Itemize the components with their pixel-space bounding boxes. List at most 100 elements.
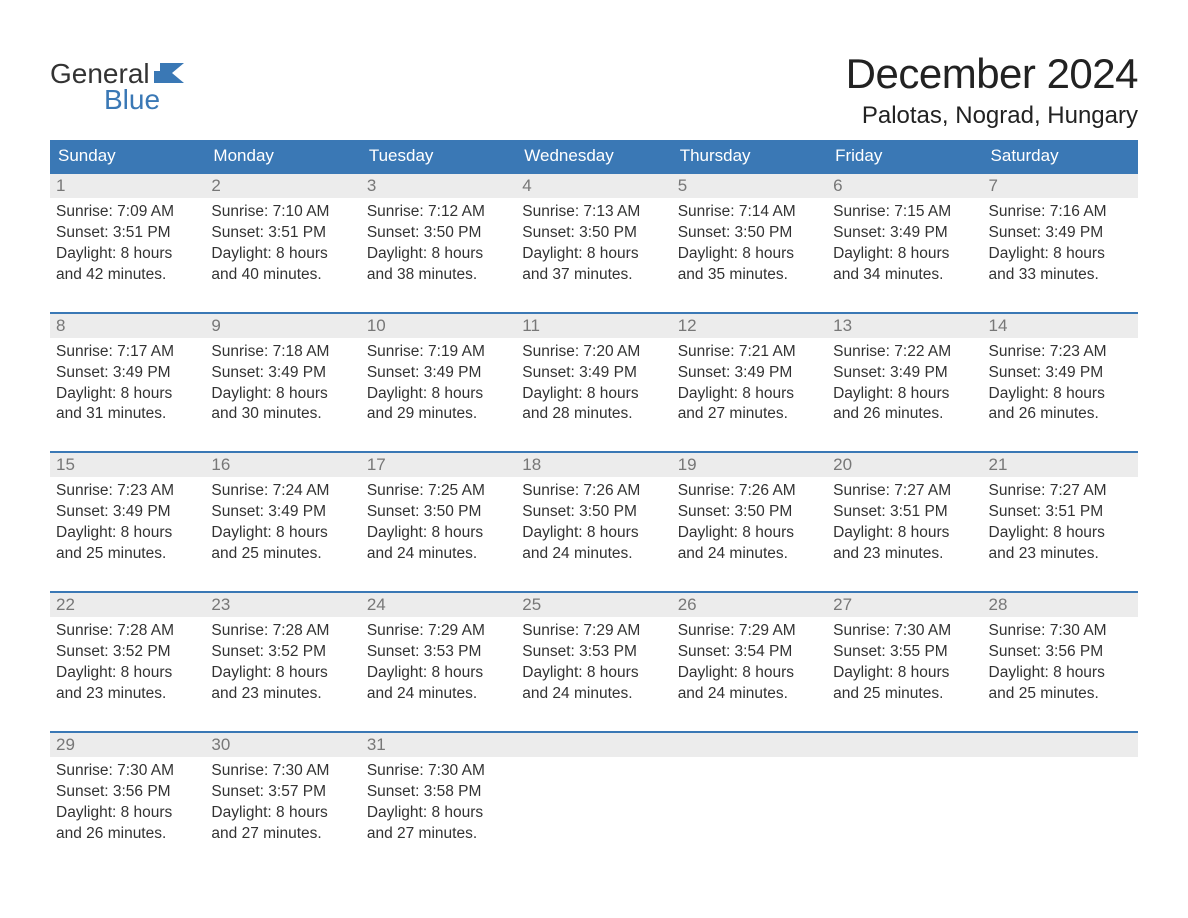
week-row: 15Sunrise: 7:23 AMSunset: 3:49 PMDayligh… bbox=[50, 451, 1138, 573]
daylight-line: and 38 minutes. bbox=[367, 265, 510, 286]
daylight-line: and 25 minutes. bbox=[56, 544, 199, 565]
daylight-line: Daylight: 8 hours bbox=[522, 523, 665, 544]
sunrise-line: Sunrise: 7:27 AM bbox=[989, 481, 1132, 502]
daylight-line: and 33 minutes. bbox=[989, 265, 1132, 286]
daylight-line: Daylight: 8 hours bbox=[56, 244, 199, 265]
day-number: 31 bbox=[361, 733, 516, 757]
sunset-line: Sunset: 3:50 PM bbox=[367, 502, 510, 523]
daylight-line: Daylight: 8 hours bbox=[56, 523, 199, 544]
sunrise-line: Sunrise: 7:14 AM bbox=[678, 202, 821, 223]
sunset-line: Sunset: 3:52 PM bbox=[56, 642, 199, 663]
day-number: 22 bbox=[50, 593, 205, 617]
day-details: Sunrise: 7:30 AMSunset: 3:58 PMDaylight:… bbox=[367, 761, 510, 845]
day-number: 17 bbox=[361, 453, 516, 477]
daylight-line: and 35 minutes. bbox=[678, 265, 821, 286]
daylight-line: Daylight: 8 hours bbox=[367, 663, 510, 684]
month-title: December 2024 bbox=[846, 50, 1138, 98]
sunrise-line: Sunrise: 7:25 AM bbox=[367, 481, 510, 502]
daylight-line: and 23 minutes. bbox=[56, 684, 199, 705]
day-details: Sunrise: 7:09 AMSunset: 3:51 PMDaylight:… bbox=[56, 202, 199, 286]
daylight-line: Daylight: 8 hours bbox=[522, 244, 665, 265]
day-cell: 17Sunrise: 7:25 AMSunset: 3:50 PMDayligh… bbox=[361, 453, 516, 573]
daylight-line: and 24 minutes. bbox=[678, 544, 821, 565]
sunrise-line: Sunrise: 7:23 AM bbox=[56, 481, 199, 502]
day-number: 25 bbox=[516, 593, 671, 617]
daylight-line: Daylight: 8 hours bbox=[678, 384, 821, 405]
sunset-line: Sunset: 3:58 PM bbox=[367, 782, 510, 803]
day-number: 3 bbox=[361, 174, 516, 198]
daylight-line: Daylight: 8 hours bbox=[833, 244, 976, 265]
day-cell: 9Sunrise: 7:18 AMSunset: 3:49 PMDaylight… bbox=[205, 314, 360, 434]
day-number bbox=[672, 733, 827, 757]
day-details: Sunrise: 7:19 AMSunset: 3:49 PMDaylight:… bbox=[367, 342, 510, 426]
sunset-line: Sunset: 3:49 PM bbox=[211, 502, 354, 523]
sunset-line: Sunset: 3:49 PM bbox=[56, 363, 199, 384]
day-number: 14 bbox=[983, 314, 1138, 338]
day-number bbox=[827, 733, 982, 757]
week-row: 22Sunrise: 7:28 AMSunset: 3:52 PMDayligh… bbox=[50, 591, 1138, 713]
sunset-line: Sunset: 3:51 PM bbox=[56, 223, 199, 244]
day-number: 4 bbox=[516, 174, 671, 198]
sunset-line: Sunset: 3:57 PM bbox=[211, 782, 354, 803]
sunrise-line: Sunrise: 7:22 AM bbox=[833, 342, 976, 363]
daylight-line: and 26 minutes. bbox=[56, 824, 199, 845]
sunrise-line: Sunrise: 7:21 AM bbox=[678, 342, 821, 363]
day-number: 5 bbox=[672, 174, 827, 198]
daylight-line: Daylight: 8 hours bbox=[211, 384, 354, 405]
dow-tuesday: Tuesday bbox=[361, 140, 516, 172]
daylight-line: Daylight: 8 hours bbox=[211, 244, 354, 265]
sunrise-line: Sunrise: 7:12 AM bbox=[367, 202, 510, 223]
day-details: Sunrise: 7:29 AMSunset: 3:53 PMDaylight:… bbox=[522, 621, 665, 705]
location: Palotas, Nograd, Hungary bbox=[846, 102, 1138, 130]
day-details: Sunrise: 7:14 AMSunset: 3:50 PMDaylight:… bbox=[678, 202, 821, 286]
daylight-line: and 28 minutes. bbox=[522, 404, 665, 425]
day-cell: 4Sunrise: 7:13 AMSunset: 3:50 PMDaylight… bbox=[516, 174, 671, 294]
daylight-line: Daylight: 8 hours bbox=[989, 663, 1132, 684]
day-number: 23 bbox=[205, 593, 360, 617]
daylight-line: and 27 minutes. bbox=[678, 404, 821, 425]
day-cell: 23Sunrise: 7:28 AMSunset: 3:52 PMDayligh… bbox=[205, 593, 360, 713]
day-number: 8 bbox=[50, 314, 205, 338]
day-number: 10 bbox=[361, 314, 516, 338]
sunset-line: Sunset: 3:53 PM bbox=[367, 642, 510, 663]
day-number: 7 bbox=[983, 174, 1138, 198]
daylight-line: and 37 minutes. bbox=[522, 265, 665, 286]
daylight-line: Daylight: 8 hours bbox=[367, 244, 510, 265]
sunset-line: Sunset: 3:50 PM bbox=[678, 502, 821, 523]
sunrise-line: Sunrise: 7:30 AM bbox=[211, 761, 354, 782]
day-cell bbox=[983, 733, 1138, 853]
daylight-line: Daylight: 8 hours bbox=[522, 384, 665, 405]
sunset-line: Sunset: 3:49 PM bbox=[833, 363, 976, 384]
day-details: Sunrise: 7:23 AMSunset: 3:49 PMDaylight:… bbox=[989, 342, 1132, 426]
sunset-line: Sunset: 3:50 PM bbox=[367, 223, 510, 244]
day-cell: 22Sunrise: 7:28 AMSunset: 3:52 PMDayligh… bbox=[50, 593, 205, 713]
day-cell: 19Sunrise: 7:26 AMSunset: 3:50 PMDayligh… bbox=[672, 453, 827, 573]
day-number bbox=[516, 733, 671, 757]
day-cell: 30Sunrise: 7:30 AMSunset: 3:57 PMDayligh… bbox=[205, 733, 360, 853]
sunset-line: Sunset: 3:51 PM bbox=[833, 502, 976, 523]
day-cell: 24Sunrise: 7:29 AMSunset: 3:53 PMDayligh… bbox=[361, 593, 516, 713]
daylight-line: Daylight: 8 hours bbox=[989, 244, 1132, 265]
daylight-line: Daylight: 8 hours bbox=[833, 663, 976, 684]
day-details: Sunrise: 7:27 AMSunset: 3:51 PMDaylight:… bbox=[989, 481, 1132, 565]
day-number: 26 bbox=[672, 593, 827, 617]
day-cell: 28 Sunrise: 7:30 AMSunset: 3:56 PMDayligh… bbox=[983, 593, 1138, 713]
day-cell: 11Sunrise: 7:20 AMSunset: 3:49 PMDayligh… bbox=[516, 314, 671, 434]
daylight-line: and 23 minutes. bbox=[833, 544, 976, 565]
sunrise-line: Sunrise: 7:23 AM bbox=[989, 342, 1132, 363]
sunrise-line: Sunrise: 7:29 AM bbox=[522, 621, 665, 642]
day-details: Sunrise: 7:30 AMSunset: 3:56 PMDaylight:… bbox=[989, 621, 1132, 705]
day-cell: 29Sunrise: 7:30 AMSunset: 3:56 PMDayligh… bbox=[50, 733, 205, 853]
daylight-line: Daylight: 8 hours bbox=[989, 523, 1132, 544]
sunrise-line: Sunrise: 7:20 AM bbox=[522, 342, 665, 363]
daylight-line: and 24 minutes. bbox=[367, 544, 510, 565]
daylight-line: and 40 minutes. bbox=[211, 265, 354, 286]
daylight-line: Daylight: 8 hours bbox=[833, 384, 976, 405]
dow-friday: Friday bbox=[827, 140, 982, 172]
sunrise-line: Sunrise: 7:09 AM bbox=[56, 202, 199, 223]
day-cell: 31 Sunrise: 7:30 AMSunset: 3:58 PMDayligh… bbox=[361, 733, 516, 853]
day-number: 28 bbox=[983, 593, 1138, 617]
week-row: 8Sunrise: 7:17 AMSunset: 3:49 PMDaylight… bbox=[50, 312, 1138, 434]
dow-monday: Monday bbox=[205, 140, 360, 172]
day-cell: 14 Sunrise: 7:23 AMSunset: 3:49 PMDayligh… bbox=[983, 314, 1138, 434]
